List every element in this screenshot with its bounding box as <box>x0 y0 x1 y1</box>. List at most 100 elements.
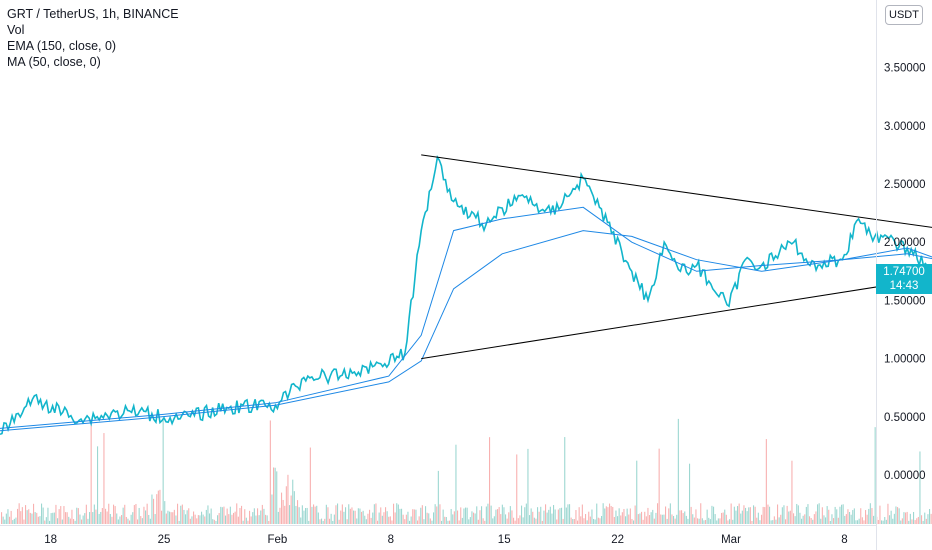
volume-bar <box>100 511 102 524</box>
volume-bar <box>591 509 593 524</box>
volume-bar <box>5 513 7 524</box>
volume-bar <box>833 518 835 524</box>
volume-bar <box>567 504 569 524</box>
volume-bar <box>349 508 351 524</box>
volume-bar <box>588 511 590 524</box>
volume-bar <box>852 510 854 524</box>
volume-bar <box>321 518 323 524</box>
volume-bar <box>802 515 804 524</box>
volume-bar <box>599 518 601 524</box>
volume-bar <box>399 508 401 524</box>
volume-bar <box>647 507 649 524</box>
volume-bar <box>209 513 211 524</box>
ma-indicator-label[interactable]: MA (50, close, 0) <box>7 55 101 69</box>
volume-bar <box>370 517 372 524</box>
volume-bar <box>650 512 652 524</box>
volume-bar <box>815 511 817 524</box>
last-price-tag: 1.74700 14:43 <box>876 264 932 294</box>
volume-indicator-label[interactable]: Vol <box>7 23 25 37</box>
lower-trendline[interactable] <box>421 252 932 360</box>
volume-bar <box>570 517 572 524</box>
volume-bar <box>473 512 475 524</box>
volume-bar <box>513 517 515 524</box>
volume-bar <box>885 519 887 524</box>
volume-bar <box>477 519 479 524</box>
volume-bar <box>554 509 556 524</box>
volume-bar <box>199 515 201 524</box>
y-axis[interactable]: 3.50000 3.00000 2.50000 2.00000 1.50000 1.000… <box>884 63 926 482</box>
volume-bar <box>231 514 233 524</box>
volume-bar <box>161 510 163 524</box>
volume-bar <box>837 517 839 524</box>
volume-bar <box>839 506 841 524</box>
volume-bar <box>33 503 35 524</box>
volume-bar <box>303 510 305 524</box>
volume-bar <box>324 518 326 524</box>
volume-bar <box>479 510 481 524</box>
volume-bar <box>84 513 86 524</box>
volume-bar <box>237 516 239 524</box>
x-tick-label: 15 <box>498 534 511 546</box>
volume-bar <box>783 505 785 524</box>
volume-bar <box>301 505 303 524</box>
volume-bar <box>481 506 483 524</box>
volume-bar <box>141 518 143 524</box>
volume-bar <box>98 513 100 524</box>
volume-bar <box>911 519 913 524</box>
volume-bar <box>346 519 348 524</box>
volume-bar <box>105 508 107 524</box>
x-tick-label: 18 <box>44 534 57 546</box>
volume-bar <box>132 512 134 524</box>
triangle-pattern[interactable] <box>421 151 932 360</box>
volume-bar <box>345 507 347 524</box>
volume-bar <box>561 507 563 524</box>
volume-bar <box>917 516 919 524</box>
ema-indicator-label[interactable]: EMA (150, close, 0) <box>7 39 117 53</box>
volume-bar <box>68 516 70 524</box>
volume-bar <box>316 505 318 524</box>
volume-bar <box>108 503 110 524</box>
volume-bar <box>295 505 297 524</box>
volume-bar <box>169 511 171 524</box>
volume-bar <box>255 515 257 524</box>
volume-bar <box>428 513 430 524</box>
volume-bar <box>218 513 220 524</box>
volume-bar <box>586 520 588 524</box>
volume-bar <box>77 508 79 524</box>
volume-bar <box>121 515 123 524</box>
symbol-title[interactable]: GRT / TetherUS, 1h, BINANCE <box>7 7 179 21</box>
volume-bar <box>41 503 43 524</box>
volume-bar <box>519 515 521 524</box>
volume-bar <box>277 511 279 524</box>
volume-bar <box>924 512 926 524</box>
volume-bar <box>801 518 803 524</box>
volume-bar <box>748 507 750 524</box>
volume-bar <box>181 504 183 524</box>
volume-bar <box>877 519 879 524</box>
volume-bar <box>530 508 532 524</box>
volume-bar <box>721 512 723 524</box>
volume-bar <box>753 505 755 524</box>
volume-bar <box>546 512 548 524</box>
volume-bar <box>377 520 379 524</box>
currency-button[interactable]: USDT <box>885 5 923 25</box>
volume-bar <box>129 520 131 524</box>
volume-bar <box>221 507 223 524</box>
volume-bar <box>468 519 470 524</box>
x-axis[interactable]: 1825Feb81522Mar81522Apr <box>44 534 932 546</box>
volume-bar <box>229 506 231 524</box>
volume-bar <box>484 520 486 524</box>
volume-bar <box>250 516 252 524</box>
volume-bar <box>61 519 63 524</box>
upper-trendline[interactable] <box>421 154 932 252</box>
volume-bar <box>583 518 585 524</box>
volume-bar <box>765 439 767 524</box>
volume-bar <box>458 520 460 524</box>
volume-bar <box>626 508 628 524</box>
volume-bar <box>57 518 59 524</box>
volume-bar <box>634 505 636 524</box>
volume-bar <box>434 504 436 524</box>
volume-bar <box>909 513 911 524</box>
volume-bar <box>53 512 55 524</box>
